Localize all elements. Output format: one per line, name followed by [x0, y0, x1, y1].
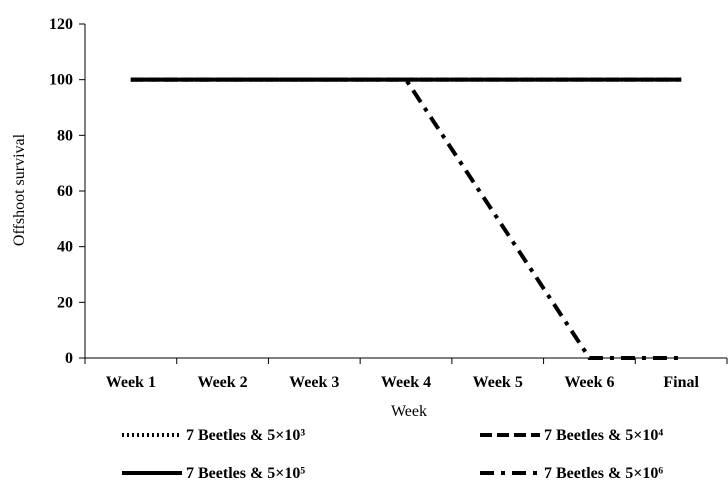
x-axis: Week 1 Week 2 Week 3 Week 4 Week 5 Week 6 Fina… [84, 357, 728, 391]
legend-label-3: 7 Beetles & 5×10⁵ [186, 465, 305, 482]
x-tick-label: Week 2 [197, 374, 247, 391]
y-tick-label: 60 [57, 183, 73, 200]
x-tick-label: Week 4 [381, 374, 431, 391]
legend-label-1: 7 Beetles & 5×10³ [186, 427, 305, 444]
x-axis-title: Week [391, 403, 427, 420]
y-axis-title: Offshoot survival [11, 133, 28, 246]
y-tick-label: 100 [49, 72, 73, 89]
x-tick-label: Week 5 [473, 374, 523, 391]
legend: 7 Beetles & 5×10³ 7 Beetles & 5×10⁴ 7 Beet… [122, 427, 663, 482]
x-tick-label: Final [663, 374, 699, 391]
y-tick-label: 0 [65, 350, 73, 367]
series-layer [130, 77, 682, 360]
x-tick-label: Week 6 [564, 374, 614, 391]
x-tick-label: Week 1 [106, 374, 156, 391]
series-line-4 [130, 77, 682, 360]
legend-label-2: 7 Beetles & 5×10⁴ [544, 427, 663, 444]
y-tick-label: 80 [57, 127, 73, 144]
y-tick-label: 120 [49, 16, 73, 33]
y-axis: 0 20 40 60 80 100 120 [49, 16, 86, 367]
legend-label-4: 7 Beetles & 5×10⁶ [544, 465, 663, 482]
x-tick-label: Week 3 [289, 374, 339, 391]
y-tick-label: 40 [57, 239, 73, 256]
y-tick-label: 20 [57, 294, 73, 311]
